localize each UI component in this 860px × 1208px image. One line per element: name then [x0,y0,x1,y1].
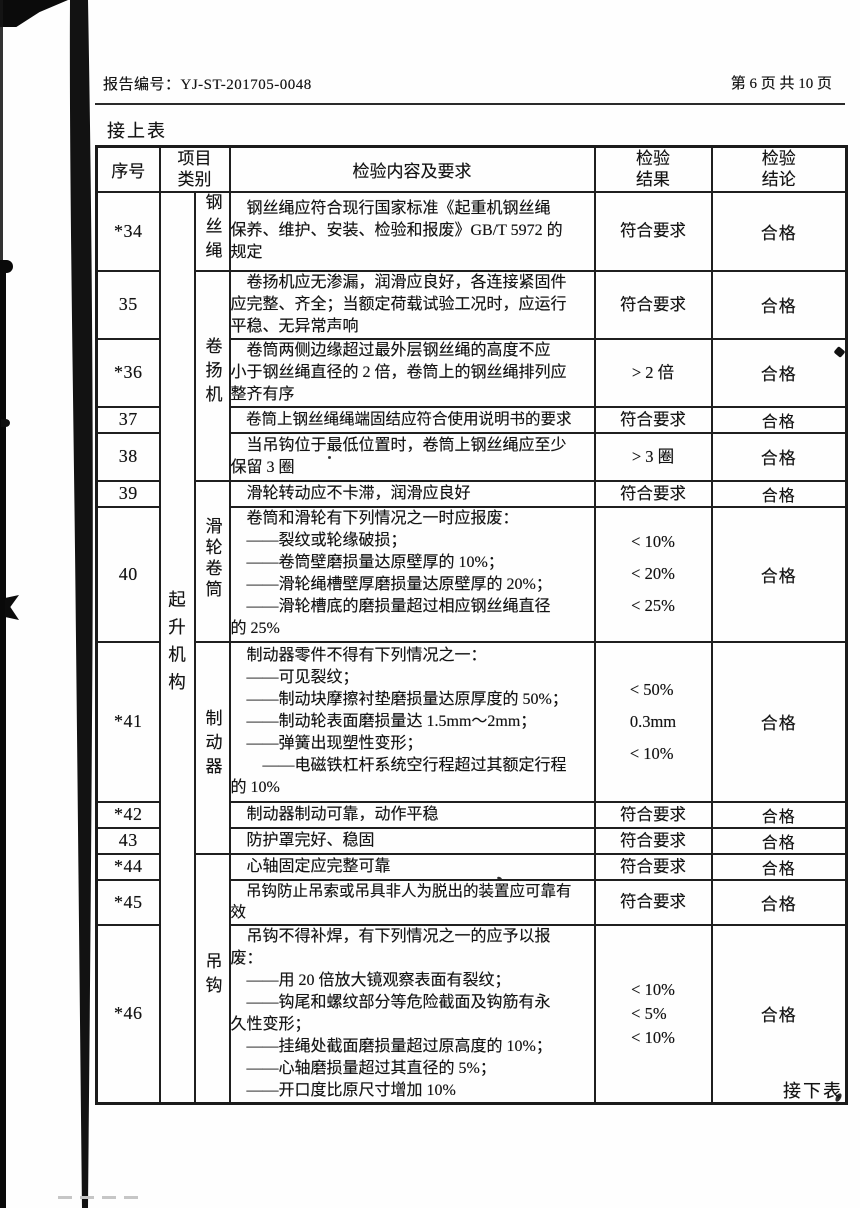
result-cell: < 50% 0.3mm < 10% [593,640,713,803]
result-cell: 符合要求 [593,852,713,881]
table-row: 39 滑轮卷筒 滑轮转动应不卡滞，润滑应良好 符合要求 合格 [95,479,848,643]
table-row: 35 卷扬机 卷扬机应无渗漏，润滑应良好，各连接紧固件 应完整、齐全；当额定荷载… [95,269,848,482]
seq-cell: 38 [95,431,161,482]
content-cell: 制动器制动可靠，动作平稳 [228,800,596,829]
continued-from-label: 接上表 [107,121,167,141]
table-row: 40 卷筒和滑轮有下列情况之一时应报废： ——裂纹或轮缘破损； ——卷筒壁磨损量… [95,505,848,643]
result-cell: 符合要求 [593,878,713,926]
seq-cell: *45 [95,878,161,926]
table-row: *36 卷筒两侧边缘超过最外层钢丝绳的高度不应 小于钢丝绳直径的 2 倍，卷筒上… [95,337,848,408]
table-row: *44 吊钩 心轴固定应完整可靠 符合要求 合格 [95,852,848,1105]
seq-cell: 40 [95,505,161,643]
page-indicator: 第 6 页 共 10 页 [730,76,832,92]
result-cell: 符合要求 [593,479,713,508]
result-cell: 符合要求 [593,405,713,434]
content-cell: 吊钩防止吊索或吊具非人为脱出的装置应可靠有 效 [228,878,596,926]
conclusion-cell: 合格 [710,190,848,272]
table-row: 37 卷筒上钢丝绳绳端固结应符合使用说明书的要求 符合要求 合格 [95,405,848,434]
header-rule [95,103,845,105]
result-cell: 符合要求 [593,800,713,829]
table-row: *34 起升机构 钢丝绳 钢丝绳应符合现行国家标准《起重机钢丝绳 保养、维护、安… [95,190,848,1105]
conclusion-cell: 合格 [710,878,848,926]
header-row: 序号 项目 类别 检验内容及要求 检验 结果 检验 结论 [95,145,848,193]
result-cell: > 3 圈 [593,431,713,482]
conclusion-cell: 合格 [710,505,848,643]
result-cell: > 2 倍 [593,337,713,408]
category-sub-cell: 滑轮卷筒 [193,479,231,643]
seq-cell: *36 [95,337,161,408]
col-header-seq: 序号 [95,145,161,193]
report-number-label: 报告编号： [103,77,181,93]
table-row: *41 制动器 制动器零件不得有下列情况之一： ——可见裂纹； ——制动块摩擦衬… [95,640,848,855]
seq-cell: 35 [95,269,161,340]
conclusion-cell: 合格 [710,269,848,340]
seq-cell: 43 [95,826,161,855]
result-cell: 符合要求 [593,826,713,855]
col-header-result: 检验 结果 [593,145,713,193]
report-number-value: YJ-ST-201705-0048 [180,77,312,93]
scan-bulge-left [0,260,13,273]
category-sub-cell: 钢丝绳 [193,190,231,272]
scan-speck-left [1,419,10,427]
content-cell: 卷筒上钢丝绳绳端固结应符合使用说明书的要求 [228,405,596,434]
category-sub-label: 吊钩 [202,951,222,1000]
content-cell: 制动器零件不得有下列情况之一： ——可见裂纹； ——制动块摩擦衬垫磨损量达原厚度… [228,640,596,803]
conclusion-cell: 合格 [710,405,848,434]
conclusion-cell: 合格 [710,800,848,829]
seq-cell: *41 [95,640,161,803]
col-header-conclusion: 检验 结论 [710,145,848,193]
result-cell: 符合要求 [593,269,713,340]
content-cell: 钢丝绳应符合现行国家标准《起重机钢丝绳 保养、维护、安装、检验和报废》GB/T … [228,190,596,272]
conclusion-cell: 合格 [710,826,848,855]
content-cell: 防护罩完好、稳固 [228,826,596,855]
scan-dash-bottom [58,1196,144,1199]
table-row: *45 吊钩防止吊索或吊具非人为脱出的装置应可靠有 效 符合要求 合格 [95,878,848,926]
conclusion-cell: 合格 [710,431,848,482]
result-cell: < 10% < 20% < 25% [593,505,713,643]
conclusion-cell: 合格 [710,923,848,1105]
scan-blob-top-left [0,0,68,27]
category-sub-label: 滑轮卷筒 [202,516,222,601]
seq-cell: *46 [95,923,161,1105]
table-row: 43 防护罩完好、稳固 符合要求 合格 [95,826,848,855]
content-cell: 吊钩不得补焊，有下列情况之一的应予以报 废： ——用 20 倍放大镜观察表面有裂… [228,923,596,1105]
conclusion-cell: 合格 [710,479,848,508]
seq-cell: *34 [95,190,161,272]
category-main-label: 起升机构 [166,589,187,700]
category-main-cell: 起升机构 [158,190,196,1105]
conclusion-cell: 合格 [710,337,848,408]
report-number: 报告编号：YJ-ST-201705-0048 [103,73,312,94]
seq-cell: 39 [95,479,161,508]
content-cell: 卷筒两侧边缘超过最外层钢丝绳的高度不应 小于钢丝绳直径的 2 倍，卷筒上的钢丝绳… [228,337,596,408]
conclusion-cell: 合格 [710,640,848,803]
col-header-category: 项目 类别 [158,145,231,193]
col-header-content: 检验内容及要求 [228,145,596,193]
scan-angle-mark [5,595,19,620]
category-sub-label: 卷扬机 [202,337,222,409]
continued-to-label: 接下表 [783,1081,843,1101]
scan-strip-left [0,262,6,1208]
content-cell: 当吊钩位于最低位置时，卷筒上钢丝绳应至少 保留 3 圈 [228,431,596,482]
seq-cell: *42 [95,800,161,829]
category-sub-label: 钢丝绳 [202,192,222,265]
result-cell: < 10% < 5% < 10% [593,923,713,1105]
content-cell: 卷筒和滑轮有下列情况之一时应报废： ——裂纹或轮缘破损； ——卷筒壁磨损量达原壁… [228,505,596,643]
content-cell: 心轴固定应完整可靠 [228,852,596,881]
content-cell: 卷扬机应无渗漏，润滑应良好，各连接紧固件 应完整、齐全；当额定荷载试验工况时，应… [228,269,596,340]
seq-cell: 37 [95,405,161,434]
result-cell: 符合要求 [593,190,713,272]
category-sub-cell: 吊钩 [193,852,231,1105]
inspection-table: 序号 项目 类别 检验内容及要求 检验 结果 检验 结论 *34 起升机构 钢丝… [95,145,848,1105]
table-row: 38 当吊钩位于最低位置时，卷筒上钢丝绳应至少 保留 3 圈 > 3 圈 合格 [95,431,848,482]
category-sub-cell: 卷扬机 [193,269,231,482]
seq-cell: *44 [95,852,161,881]
content-cell: 滑轮转动应不卡滞，润滑应良好 [228,479,596,508]
category-sub-label: 制动器 [202,709,222,781]
conclusion-cell: 合格 [710,852,848,881]
category-sub-cell: 制动器 [193,640,231,855]
scan-strip-left-thin [0,0,3,270]
table-row: *42 制动器制动可靠，动作平稳 符合要求 合格 [95,800,848,829]
table-row: *46 吊钩不得补焊，有下列情况之一的应予以报 废： ——用 20 倍放大镜观察… [95,923,848,1105]
